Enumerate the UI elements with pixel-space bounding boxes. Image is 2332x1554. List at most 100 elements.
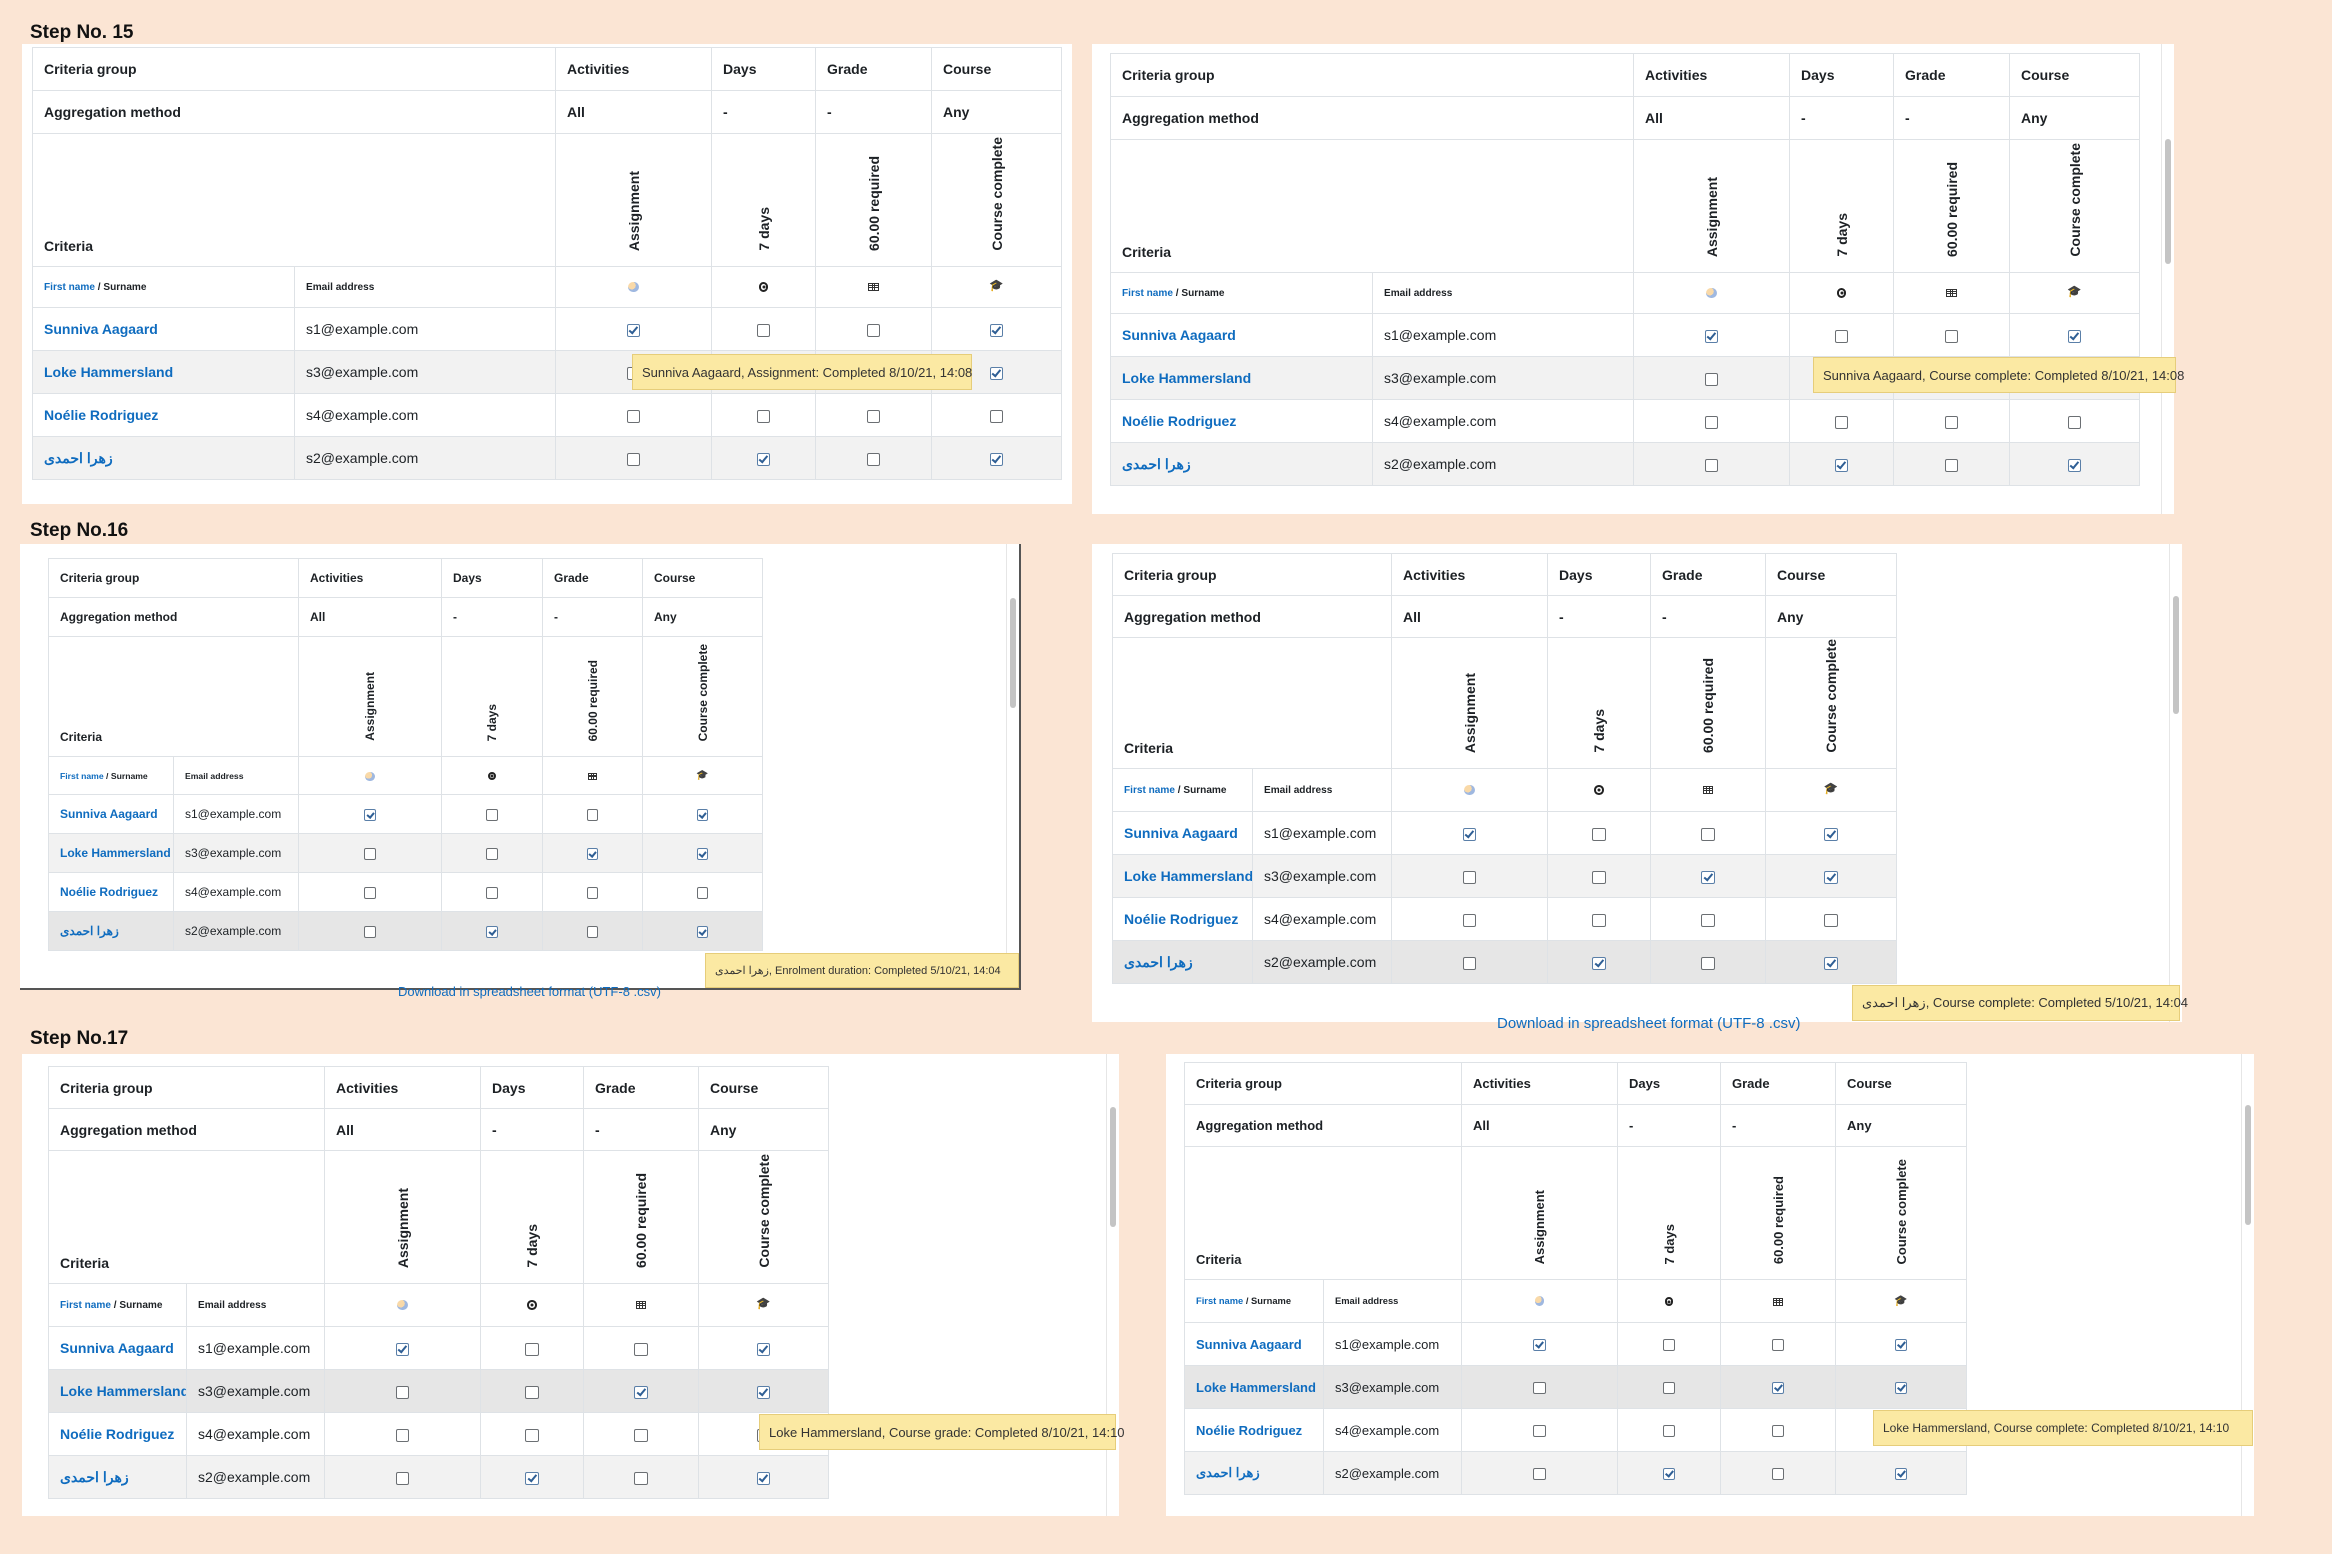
user-name-link[interactable]: Sunniva Aagaard <box>1122 327 1236 343</box>
not-completed-checkbox-icon[interactable] <box>1824 913 1838 927</box>
completed-checkbox-icon[interactable] <box>626 323 641 337</box>
not-completed-checkbox-icon[interactable] <box>634 1428 648 1442</box>
sort-first-name-link[interactable]: First name <box>1122 287 1173 299</box>
not-completed-checkbox-icon[interactable] <box>364 926 376 938</box>
sort-first-name-link[interactable]: First name <box>1124 784 1175 796</box>
completed-checkbox-icon[interactable] <box>1894 1338 1908 1352</box>
completed-checkbox-icon[interactable] <box>696 809 709 821</box>
not-completed-checkbox-icon[interactable] <box>395 1385 410 1399</box>
completed-checkbox-icon[interactable] <box>989 452 1004 466</box>
not-completed-checkbox-icon[interactable] <box>1944 415 1959 429</box>
download-csv-link[interactable]: Download in spreadsheet format (UTF-8 .c… <box>1497 1015 1801 1032</box>
user-name-link[interactable]: زهرا احمدی <box>60 924 119 938</box>
not-completed-checkbox-icon[interactable] <box>1834 415 1849 429</box>
not-completed-checkbox-icon[interactable] <box>1533 1381 1546 1395</box>
sort-first-name-link[interactable]: First name <box>1196 1296 1244 1306</box>
user-name-link[interactable]: زهرا احمدی <box>1122 455 1191 472</box>
completed-checkbox-icon[interactable] <box>1771 1381 1785 1395</box>
scrollbar-thumb[interactable] <box>2245 1105 2251 1225</box>
scrollbar[interactable] <box>2161 44 2174 514</box>
user-name-link[interactable]: Loke Hammersland <box>60 846 171 860</box>
not-completed-checkbox-icon[interactable] <box>626 452 641 466</box>
sort-first-name-link[interactable]: First name <box>60 1299 111 1311</box>
not-completed-checkbox-icon[interactable] <box>1771 1424 1785 1438</box>
sort-surname-link[interactable]: / Surname <box>94 281 147 293</box>
user-name-link[interactable]: Noélie Rodriguez <box>1196 1422 1303 1438</box>
completed-checkbox-icon[interactable] <box>756 452 771 466</box>
completed-checkbox-icon[interactable] <box>1592 956 1606 970</box>
scrollbar-thumb[interactable] <box>1010 598 1016 708</box>
not-completed-checkbox-icon[interactable] <box>1662 1381 1676 1395</box>
user-name-link[interactable]: Sunniva Aagaard <box>1124 825 1238 841</box>
sort-name-header[interactable]: First name / Surname <box>1110 272 1373 314</box>
not-completed-checkbox-icon[interactable] <box>1834 329 1849 343</box>
sort-name-header[interactable]: First name / Surname <box>1112 768 1253 812</box>
not-completed-checkbox-icon[interactable] <box>1533 1467 1546 1481</box>
not-completed-checkbox-icon[interactable] <box>756 409 771 423</box>
not-completed-checkbox-icon[interactable] <box>364 848 376 860</box>
user-name-link[interactable]: زهرا احمدی <box>1124 953 1193 970</box>
user-name-link[interactable]: Noélie Rodriguez <box>1122 413 1237 429</box>
not-completed-checkbox-icon[interactable] <box>1462 870 1477 884</box>
completed-checkbox-icon[interactable] <box>989 323 1004 337</box>
not-completed-checkbox-icon[interactable] <box>2067 415 2082 429</box>
user-name-link[interactable]: Sunniva Aagaard <box>44 321 158 337</box>
completed-checkbox-icon[interactable] <box>696 848 709 860</box>
sort-name-header[interactable]: First name / Surname <box>48 756 174 795</box>
completed-checkbox-icon[interactable] <box>586 848 599 860</box>
not-completed-checkbox-icon[interactable] <box>756 323 771 337</box>
not-completed-checkbox-icon[interactable] <box>866 323 881 337</box>
sort-surname-link[interactable]: / Surname <box>1172 287 1225 299</box>
user-name-link[interactable]: زهرا احمدی <box>44 449 113 466</box>
completed-checkbox-icon[interactable] <box>2067 329 2082 343</box>
not-completed-checkbox-icon[interactable] <box>586 887 599 899</box>
not-completed-checkbox-icon[interactable] <box>1592 870 1606 884</box>
user-name-link[interactable]: Loke Hammersland <box>1122 370 1252 386</box>
completed-checkbox-icon[interactable] <box>1824 956 1838 970</box>
user-name-link[interactable]: Sunniva Aagaard <box>60 807 158 821</box>
sort-surname-link[interactable]: / Surname <box>1243 1296 1292 1306</box>
not-completed-checkbox-icon[interactable] <box>525 1428 539 1442</box>
not-completed-checkbox-icon[interactable] <box>634 1342 648 1356</box>
completed-checkbox-icon[interactable] <box>1701 870 1715 884</box>
completed-checkbox-icon[interactable] <box>1824 827 1838 841</box>
sort-name-header[interactable]: First name / Surname <box>1184 1279 1324 1323</box>
not-completed-checkbox-icon[interactable] <box>696 887 709 899</box>
completed-checkbox-icon[interactable] <box>1894 1467 1908 1481</box>
not-completed-checkbox-icon[interactable] <box>866 409 881 423</box>
completed-checkbox-icon[interactable] <box>1824 870 1838 884</box>
not-completed-checkbox-icon[interactable] <box>1662 1424 1676 1438</box>
completed-checkbox-icon[interactable] <box>525 1471 539 1485</box>
scrollbar-thumb[interactable] <box>2173 596 2179 714</box>
not-completed-checkbox-icon[interactable] <box>634 1471 648 1485</box>
user-name-link[interactable]: Noélie Rodriguez <box>1124 911 1239 927</box>
completed-checkbox-icon[interactable] <box>486 926 498 938</box>
completed-checkbox-icon[interactable] <box>1462 827 1477 841</box>
not-completed-checkbox-icon[interactable] <box>1462 956 1477 970</box>
completed-checkbox-icon[interactable] <box>756 1342 771 1356</box>
completed-checkbox-icon[interactable] <box>696 926 709 938</box>
user-name-link[interactable]: زهرا احمدی <box>60 1468 129 1485</box>
user-name-link[interactable]: Noélie Rodriguez <box>44 407 159 423</box>
not-completed-checkbox-icon[interactable] <box>1462 913 1477 927</box>
scrollbar[interactable] <box>1006 544 1019 988</box>
completed-checkbox-icon[interactable] <box>756 1385 771 1399</box>
not-completed-checkbox-icon[interactable] <box>364 887 376 899</box>
sort-name-header[interactable]: First name / Surname <box>48 1283 187 1327</box>
not-completed-checkbox-icon[interactable] <box>989 409 1004 423</box>
scrollbar[interactable] <box>1106 1054 1119 1516</box>
sort-first-name-link[interactable]: First name <box>44 281 95 293</box>
not-completed-checkbox-icon[interactable] <box>486 848 498 860</box>
completed-checkbox-icon[interactable] <box>756 1471 771 1485</box>
not-completed-checkbox-icon[interactable] <box>1533 1424 1546 1438</box>
user-name-link[interactable]: Loke Hammersland <box>60 1383 187 1399</box>
not-completed-checkbox-icon[interactable] <box>1704 372 1719 386</box>
not-completed-checkbox-icon[interactable] <box>626 409 641 423</box>
not-completed-checkbox-icon[interactable] <box>486 809 498 821</box>
completed-checkbox-icon[interactable] <box>1662 1467 1676 1481</box>
not-completed-checkbox-icon[interactable] <box>486 887 498 899</box>
scrollbar-thumb[interactable] <box>2165 139 2171 264</box>
not-completed-checkbox-icon[interactable] <box>586 809 599 821</box>
not-completed-checkbox-icon[interactable] <box>1592 913 1606 927</box>
completed-checkbox-icon[interactable] <box>989 366 1004 380</box>
